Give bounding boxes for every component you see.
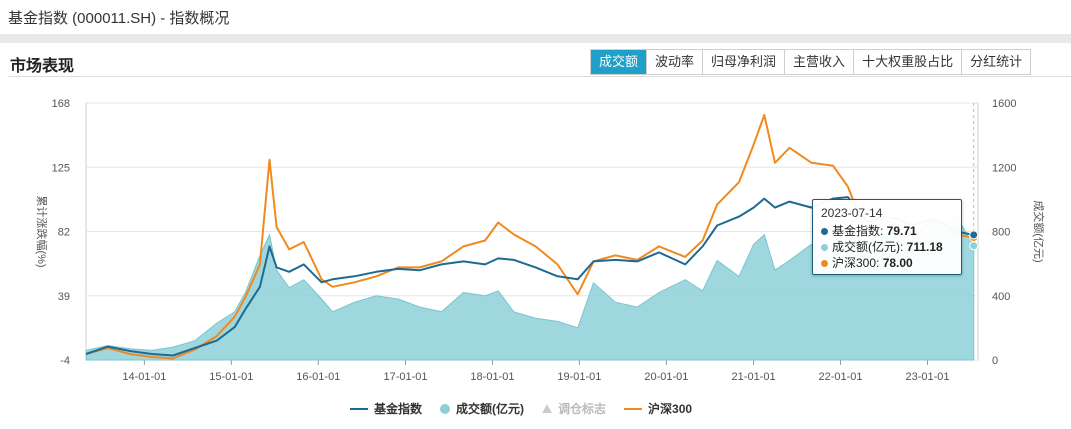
tooltip-hs300-label: 沪深300: — [832, 256, 883, 270]
page-title: 基金指数 (000011.SH) - 指数概况 — [8, 10, 230, 27]
metric-tabs: 成交额 波动率 归母净利润 主营收入 十大权重股占比 分红统计 — [590, 49, 1032, 75]
y-right-axis-title: 成交额(亿元) — [1032, 200, 1046, 262]
series-index-line — [85, 196, 974, 357]
legend-line-icon — [624, 407, 643, 410]
y-right-tick-label: 0 — [992, 355, 998, 367]
x-tick-label: 14-01-01 — [122, 371, 166, 383]
x-tick-label: 20-01-01 — [644, 371, 688, 383]
y-left-tick-label: 125 — [52, 162, 70, 174]
legend-item-hs300[interactable]: 沪深300 — [624, 400, 692, 417]
tooltip-index-label: 基金指数: — [832, 224, 887, 238]
legend-triangle-icon — [542, 404, 553, 413]
hover-point-turnover — [969, 241, 979, 251]
tab-turnover[interactable]: 成交额 — [591, 50, 648, 74]
tab-volatility[interactable]: 波动率 — [647, 50, 704, 74]
chart-tooltip: 2023-07-14 基金指数: 79.71 成交额(亿元): 711.18 沪… — [812, 199, 962, 275]
y-left-tick-label: -4 — [60, 355, 70, 367]
tooltip-index-value: 79.71 — [886, 224, 917, 238]
y-left-tick-label: 168 — [52, 98, 70, 110]
legend-label: 成交额(亿元) — [456, 402, 525, 416]
tooltip-turnover-value: 711.18 — [906, 240, 943, 254]
y-right-tick-label: 1600 — [992, 98, 1016, 110]
legend-line-icon — [350, 407, 368, 410]
chart-legend: 基金指数 成交额(亿元) 调仓标志 沪深300 — [350, 400, 692, 417]
tooltip-turnover-dot — [821, 244, 828, 252]
y-right-tick-label: 1200 — [992, 162, 1016, 174]
tooltip-date: 2023-07-14 — [821, 206, 883, 220]
legend-item-index[interactable]: 基金指数 — [350, 400, 422, 417]
y-left-axis-title: 累计涨跌幅(%) — [35, 195, 49, 267]
x-tick-label: 22-01-01 — [819, 371, 863, 383]
tooltip-row-index: 基金指数: 79.71 — [821, 222, 917, 239]
section-divider — [8, 76, 1071, 77]
y-right-tick-label: 800 — [992, 227, 1010, 239]
tooltip-turnover-label: 成交额(亿元): — [832, 240, 907, 254]
section-title: 市场表现 — [10, 58, 75, 75]
y-right-tick-label: 400 — [992, 291, 1010, 303]
x-tick-label: 19-01-01 — [557, 371, 601, 383]
x-tick-label: 21-01-01 — [732, 371, 776, 383]
series-hs300-line — [85, 114, 974, 360]
legend-dot-icon — [440, 403, 451, 414]
x-tick-label: 23-01-01 — [905, 371, 949, 383]
tooltip-row-hs300: 沪深300: 78.00 — [821, 254, 913, 271]
x-tick-label: 15-01-01 — [209, 371, 253, 383]
tooltip-hs300-dot — [821, 260, 828, 268]
legend-label: 调仓标志 — [558, 402, 607, 416]
tab-dividend[interactable]: 分红统计 — [962, 50, 1031, 74]
x-tick-label: 17-01-01 — [383, 371, 427, 383]
y-left-tick-label: 39 — [58, 291, 70, 303]
legend-item-turnover[interactable]: 成交额(亿元) — [440, 400, 524, 417]
tooltip-hs300-value: 78.00 — [882, 256, 913, 270]
tab-net-profit[interactable]: 归母净利润 — [703, 50, 786, 74]
tooltip-index-dot — [821, 228, 828, 236]
x-tick-label: 18-01-01 — [470, 371, 514, 383]
y-left-tick-label: 82 — [58, 227, 70, 239]
legend-item-rebalance[interactable]: 调仓标志 — [542, 400, 606, 417]
header-separator — [0, 34, 1071, 43]
window-title-bar: 基金指数 (000011.SH) - 指数概况 — [0, 0, 1071, 34]
tab-top10-weight[interactable]: 十大权重股占比 — [854, 50, 963, 74]
market-performance-chart[interactable]: -4 39 82 125 168 0 400 800 1200 1600 14-01-01 15-01… — [0, 80, 1071, 390]
hover-point-index — [969, 230, 979, 240]
tooltip-row-turnover: 成交额(亿元): 711.18 — [821, 238, 943, 255]
x-tick-label: 16-01-01 — [296, 371, 340, 383]
legend-label: 基金指数 — [374, 402, 423, 416]
tab-revenue[interactable]: 主营收入 — [785, 50, 855, 74]
legend-label: 沪深300 — [648, 402, 693, 416]
